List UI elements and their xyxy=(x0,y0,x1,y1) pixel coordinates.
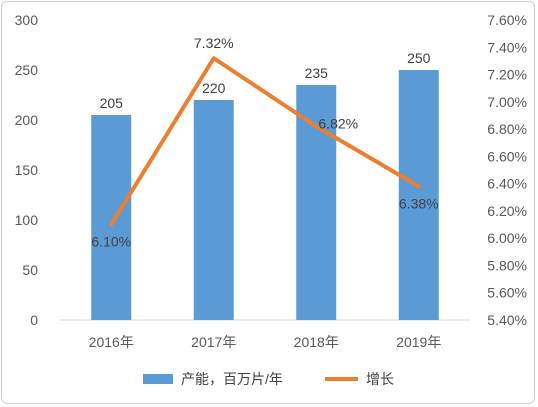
y-left-tick-label: 150 xyxy=(15,162,39,178)
line-value-label: 7.32% xyxy=(194,35,234,51)
y-left-tick-label: 300 xyxy=(15,12,39,28)
y-right-tick-label: 6.40% xyxy=(487,176,527,192)
y-right-tick-label: 5.80% xyxy=(487,257,527,273)
line-value-label: 6.38% xyxy=(399,195,439,211)
y-right-tick-label: 5.40% xyxy=(487,312,527,328)
bar-value-label: 235 xyxy=(305,65,329,81)
growth-line xyxy=(109,56,421,227)
y-right-tick-label: 7.00% xyxy=(487,94,527,110)
bar-value-label: 220 xyxy=(202,80,226,96)
y-right-tick-label: 7.20% xyxy=(487,67,527,83)
x-tick-label: 2016年 xyxy=(89,334,134,350)
line-value-label: 6.82% xyxy=(318,115,358,131)
y-left-tick-label: 50 xyxy=(22,262,38,278)
line-value-label: 6.10% xyxy=(91,234,131,250)
bar xyxy=(193,100,234,320)
y-left-tick-label: 0 xyxy=(30,312,38,328)
y-left-tick-label: 200 xyxy=(15,112,39,128)
x-tick-label: 2017年 xyxy=(191,334,236,350)
y-left-tick-label: 100 xyxy=(15,212,39,228)
bar xyxy=(398,70,439,320)
y-right-tick-label: 6.80% xyxy=(487,121,527,137)
y-right-tick-label: 6.60% xyxy=(487,148,527,164)
y-left-tick-label: 250 xyxy=(15,62,39,78)
bar-value-label: 205 xyxy=(100,95,124,111)
legend-bar-swatch xyxy=(143,374,173,384)
y-right-tick-label: 7.40% xyxy=(487,39,527,55)
y-right-tick-label: 6.00% xyxy=(487,230,527,246)
y-right-tick-label: 5.60% xyxy=(487,285,527,301)
x-tick-label: 2019年 xyxy=(396,334,441,350)
legend-line-label: 增长 xyxy=(366,371,394,387)
y-right-tick-label: 7.60% xyxy=(487,12,527,28)
bar-value-label: 250 xyxy=(407,50,431,66)
y-right-tick-label: 6.20% xyxy=(487,203,527,219)
x-tick-label: 2018年 xyxy=(294,334,339,350)
bar xyxy=(91,115,132,320)
legend-bar-label: 产能，百万片/年 xyxy=(181,371,283,387)
